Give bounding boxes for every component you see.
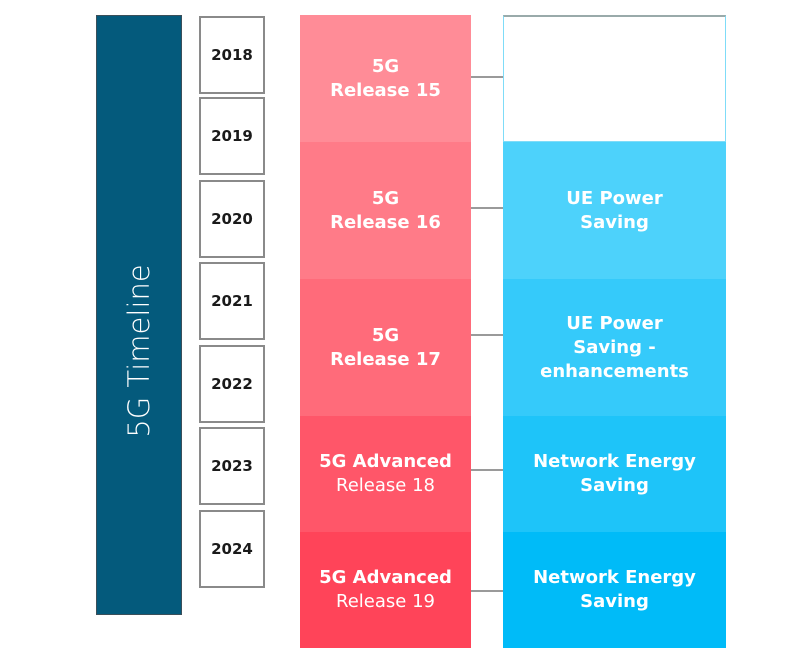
release-line1: 5G xyxy=(371,324,400,346)
release-line1: 5G Advanced xyxy=(319,451,452,472)
release-16-block: 5G Release 16 xyxy=(300,142,471,279)
feature-text: UE Power Saving - enhancements xyxy=(540,312,689,382)
timeline-title-bar: 5G Timeline xyxy=(96,15,182,615)
connector-line xyxy=(471,590,503,592)
connector-line xyxy=(471,207,503,209)
release-line2: Release 16 xyxy=(330,211,441,233)
year-box: 2018 xyxy=(199,16,265,94)
feature-text: Network Energy Saving xyxy=(533,451,696,496)
connector-line xyxy=(471,469,503,471)
release-15-block: 5G Release 15 xyxy=(300,15,471,142)
year-box: 2021 xyxy=(199,262,265,340)
year-box: 2020 xyxy=(199,180,265,258)
release-19-block: 5G Advanced Release 19 xyxy=(300,532,471,648)
release-17-block: 5G Release 17 xyxy=(300,279,471,416)
feature-block: Network Energy Saving xyxy=(503,532,726,648)
release-line1: 5G xyxy=(371,187,400,209)
feature-text: Network Energy Saving xyxy=(533,567,696,612)
year-box: 2024 xyxy=(199,510,265,588)
year-box: 2019 xyxy=(199,97,265,175)
feature-block-empty xyxy=(503,15,726,142)
release-18-block: 5G Advanced Release 18 xyxy=(300,416,471,532)
release-line1: 5G Advanced xyxy=(319,567,452,588)
release-line2: Release 19 xyxy=(336,591,435,612)
release-line2: Release 17 xyxy=(330,348,441,370)
feature-block: UE Power Saving xyxy=(503,142,726,279)
release-line1: 5G xyxy=(371,55,400,77)
connector-line xyxy=(471,334,503,336)
feature-block: Network Energy Saving xyxy=(503,416,726,532)
feature-block: UE Power Saving - enhancements xyxy=(503,279,726,416)
feature-text: UE Power Saving xyxy=(566,187,663,233)
release-line2: Release 15 xyxy=(330,79,441,101)
release-line2: Release 18 xyxy=(336,475,435,496)
connector-line xyxy=(471,76,503,78)
year-box: 2023 xyxy=(199,427,265,505)
timeline-title: 5G Timeline xyxy=(122,264,156,438)
year-box: 2022 xyxy=(199,345,265,423)
